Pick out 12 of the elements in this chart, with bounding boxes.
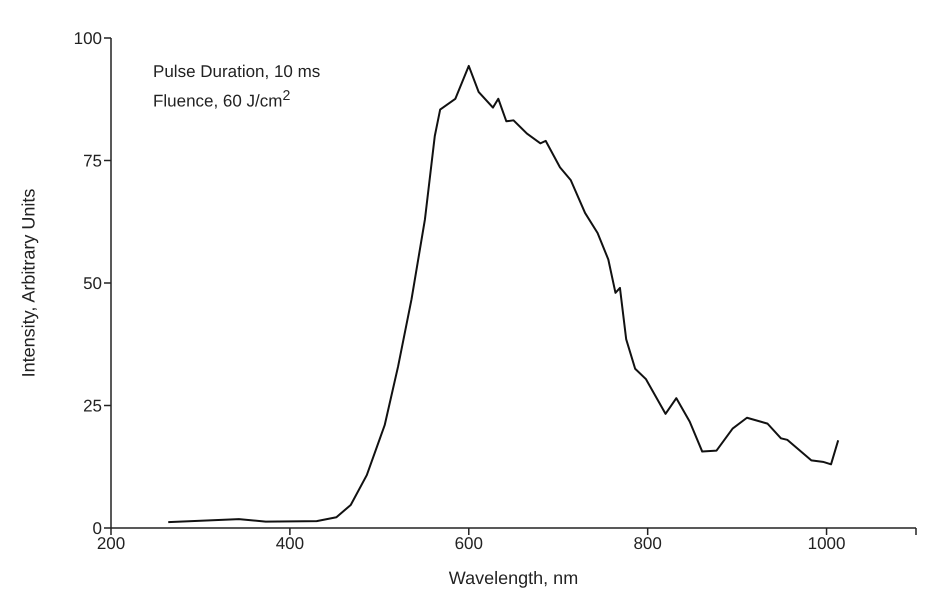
y-tick-label: 25 <box>83 396 102 416</box>
annotation: Fluence, 60 J/cm$^{2}$ <box>153 87 292 113</box>
x-tick-label: 600 <box>454 534 483 554</box>
y-axis-title: Intensity, Arbitrary Units <box>18 188 38 378</box>
x-tick-label: 1000 <box>808 534 846 554</box>
y-tick-label: 75 <box>83 152 102 171</box>
y-tick-label: 100 <box>74 29 102 48</box>
x-tick-label: 400 <box>276 534 304 554</box>
y-tick-label: 50 <box>83 274 102 294</box>
annotation: Pulse Duration, 10 ms <box>153 61 320 83</box>
x-tick-label: 800 <box>633 534 662 554</box>
x-axis-title: Wavelength, nm <box>448 568 578 588</box>
